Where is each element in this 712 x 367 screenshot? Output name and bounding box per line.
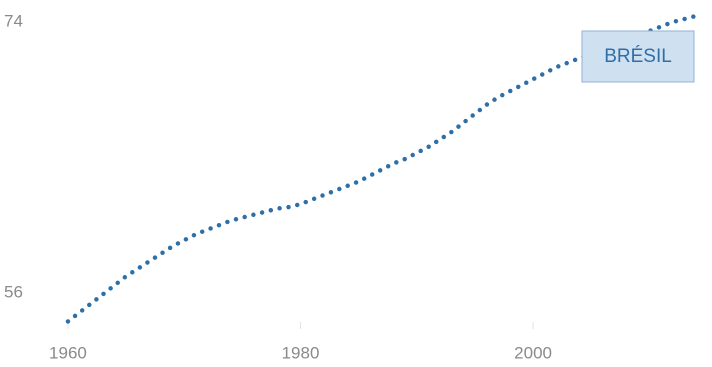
series-label: BRÉSIL — [581, 30, 695, 83]
y-tick-label: 74 — [4, 12, 23, 31]
x-tick-label: 1960 — [49, 343, 87, 362]
y-tick-label: 56 — [4, 282, 23, 301]
series-label-text: BRÉSIL — [604, 46, 672, 67]
series-label-box — [581, 30, 695, 83]
x-tick-label: 2000 — [514, 343, 552, 362]
x-tick-label: 1980 — [282, 343, 320, 362]
